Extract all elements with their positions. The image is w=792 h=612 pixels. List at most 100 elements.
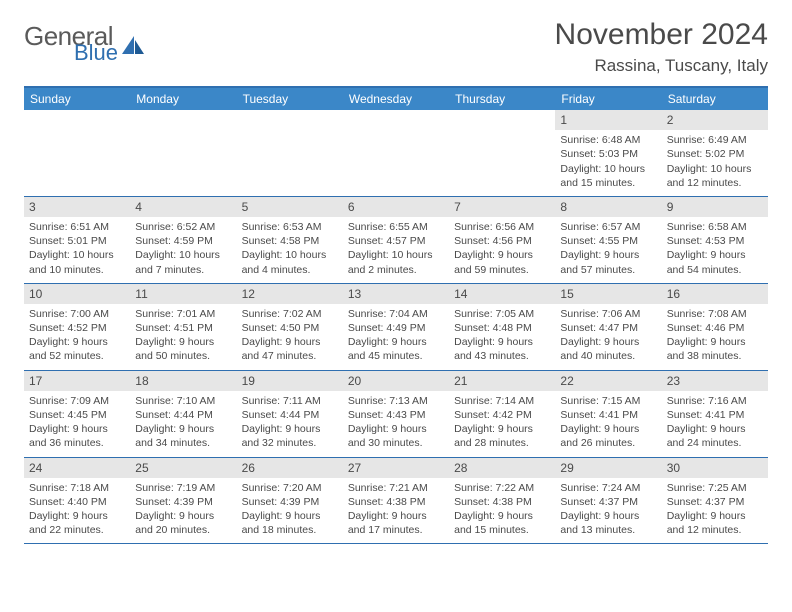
sunset-line: Sunset: 4:51 PM [135, 321, 231, 335]
day-number: 21 [449, 371, 555, 391]
daylight-line: Daylight: 9 hours [29, 422, 125, 436]
day-number: 5 [237, 197, 343, 217]
sunrise-line: Sunrise: 7:18 AM [29, 481, 125, 495]
day-number: 2 [662, 110, 768, 130]
daylight-line: and 40 minutes. [560, 349, 656, 363]
dow-tuesday: Tuesday [237, 88, 343, 110]
sunset-line: Sunset: 4:38 PM [348, 495, 444, 509]
sunrise-line: Sunrise: 6:58 AM [667, 220, 763, 234]
sunset-line: Sunset: 4:38 PM [454, 495, 550, 509]
day-cell: 16Sunrise: 7:08 AMSunset: 4:46 PMDayligh… [662, 284, 768, 370]
day-cell: 14Sunrise: 7:05 AMSunset: 4:48 PMDayligh… [449, 284, 555, 370]
sunset-line: Sunset: 5:01 PM [29, 234, 125, 248]
sunrise-line: Sunrise: 7:06 AM [560, 307, 656, 321]
day-number: 28 [449, 458, 555, 478]
daylight-line: Daylight: 9 hours [29, 509, 125, 523]
sunrise-line: Sunrise: 7:00 AM [29, 307, 125, 321]
daylight-line: Daylight: 10 hours [348, 248, 444, 262]
title-block: November 2024 Rassina, Tuscany, Italy [555, 18, 768, 76]
daylight-line: and 50 minutes. [135, 349, 231, 363]
day-number: 25 [130, 458, 236, 478]
day-cell: 29Sunrise: 7:24 AMSunset: 4:37 PMDayligh… [555, 458, 661, 544]
sunrise-line: Sunrise: 6:49 AM [667, 133, 763, 147]
daylight-line: Daylight: 9 hours [667, 335, 763, 349]
daylight-line: Daylight: 9 hours [454, 248, 550, 262]
day-number: 4 [130, 197, 236, 217]
day-cell: 6Sunrise: 6:55 AMSunset: 4:57 PMDaylight… [343, 197, 449, 283]
sunrise-line: Sunrise: 7:05 AM [454, 307, 550, 321]
day-number: 18 [130, 371, 236, 391]
daylight-line: and 45 minutes. [348, 349, 444, 363]
day-number: 26 [237, 458, 343, 478]
day-cell: 23Sunrise: 7:16 AMSunset: 4:41 PMDayligh… [662, 371, 768, 457]
sunrise-line: Sunrise: 7:13 AM [348, 394, 444, 408]
daylight-line: Daylight: 10 hours [135, 248, 231, 262]
dow-saturday: Saturday [662, 88, 768, 110]
calendar: SundayMondayTuesdayWednesdayThursdayFrid… [24, 86, 768, 544]
day-cell: 9Sunrise: 6:58 AMSunset: 4:53 PMDaylight… [662, 197, 768, 283]
sunset-line: Sunset: 4:37 PM [560, 495, 656, 509]
daylight-line: Daylight: 10 hours [667, 162, 763, 176]
day-number: 7 [449, 197, 555, 217]
dow-thursday: Thursday [449, 88, 555, 110]
week-row: 17Sunrise: 7:09 AMSunset: 4:45 PMDayligh… [24, 371, 768, 458]
daylight-line: Daylight: 9 hours [348, 422, 444, 436]
sunset-line: Sunset: 5:03 PM [560, 147, 656, 161]
sunrise-line: Sunrise: 7:02 AM [242, 307, 338, 321]
day-cell-empty [130, 110, 236, 196]
day-number: 22 [555, 371, 661, 391]
day-cell: 11Sunrise: 7:01 AMSunset: 4:51 PMDayligh… [130, 284, 236, 370]
daylight-line: and 54 minutes. [667, 263, 763, 277]
daylight-line: Daylight: 9 hours [560, 248, 656, 262]
sail-icon [122, 36, 144, 54]
day-cell: 1Sunrise: 6:48 AMSunset: 5:03 PMDaylight… [555, 110, 661, 196]
daylight-line: and 12 minutes. [667, 176, 763, 190]
daylight-line: and 15 minutes. [560, 176, 656, 190]
daylight-line: Daylight: 9 hours [560, 422, 656, 436]
day-cell: 3Sunrise: 6:51 AMSunset: 5:01 PMDaylight… [24, 197, 130, 283]
sunset-line: Sunset: 4:44 PM [135, 408, 231, 422]
sunset-line: Sunset: 4:48 PM [454, 321, 550, 335]
daylight-line: and 57 minutes. [560, 263, 656, 277]
sunset-line: Sunset: 4:41 PM [560, 408, 656, 422]
week-row: 10Sunrise: 7:00 AMSunset: 4:52 PMDayligh… [24, 284, 768, 371]
day-number: 11 [130, 284, 236, 304]
brand-blue: Blue [74, 43, 118, 64]
daylight-line: and 28 minutes. [454, 436, 550, 450]
sunrise-line: Sunrise: 7:01 AM [135, 307, 231, 321]
location: Rassina, Tuscany, Italy [555, 56, 768, 76]
daylight-line: Daylight: 9 hours [560, 335, 656, 349]
sunset-line: Sunset: 4:39 PM [135, 495, 231, 509]
sunrise-line: Sunrise: 7:15 AM [560, 394, 656, 408]
daylight-line: Daylight: 10 hours [29, 248, 125, 262]
day-cell: 24Sunrise: 7:18 AMSunset: 4:40 PMDayligh… [24, 458, 130, 544]
daylight-line: and 15 minutes. [454, 523, 550, 537]
day-number: 9 [662, 197, 768, 217]
daylight-line: and 52 minutes. [29, 349, 125, 363]
sunrise-line: Sunrise: 6:57 AM [560, 220, 656, 234]
daylight-line: and 20 minutes. [135, 523, 231, 537]
sunrise-line: Sunrise: 7:11 AM [242, 394, 338, 408]
brand-logo: General Blue [24, 24, 144, 64]
daylight-line: Daylight: 9 hours [348, 509, 444, 523]
day-cell: 30Sunrise: 7:25 AMSunset: 4:37 PMDayligh… [662, 458, 768, 544]
day-number: 1 [555, 110, 661, 130]
daylight-line: and 34 minutes. [135, 436, 231, 450]
day-number: 17 [24, 371, 130, 391]
daylight-line: and 17 minutes. [348, 523, 444, 537]
day-cell: 25Sunrise: 7:19 AMSunset: 4:39 PMDayligh… [130, 458, 236, 544]
day-cell: 28Sunrise: 7:22 AMSunset: 4:38 PMDayligh… [449, 458, 555, 544]
sunset-line: Sunset: 4:49 PM [348, 321, 444, 335]
sunrise-line: Sunrise: 7:16 AM [667, 394, 763, 408]
daylight-line: Daylight: 10 hours [560, 162, 656, 176]
daylight-line: and 36 minutes. [29, 436, 125, 450]
daylight-line: and 7 minutes. [135, 263, 231, 277]
daylight-line: and 18 minutes. [242, 523, 338, 537]
sunrise-line: Sunrise: 7:08 AM [667, 307, 763, 321]
sunrise-line: Sunrise: 7:14 AM [454, 394, 550, 408]
day-cell: 17Sunrise: 7:09 AMSunset: 4:45 PMDayligh… [24, 371, 130, 457]
sunset-line: Sunset: 4:42 PM [454, 408, 550, 422]
day-cell: 27Sunrise: 7:21 AMSunset: 4:38 PMDayligh… [343, 458, 449, 544]
week-row: 24Sunrise: 7:18 AMSunset: 4:40 PMDayligh… [24, 458, 768, 545]
day-cell: 12Sunrise: 7:02 AMSunset: 4:50 PMDayligh… [237, 284, 343, 370]
